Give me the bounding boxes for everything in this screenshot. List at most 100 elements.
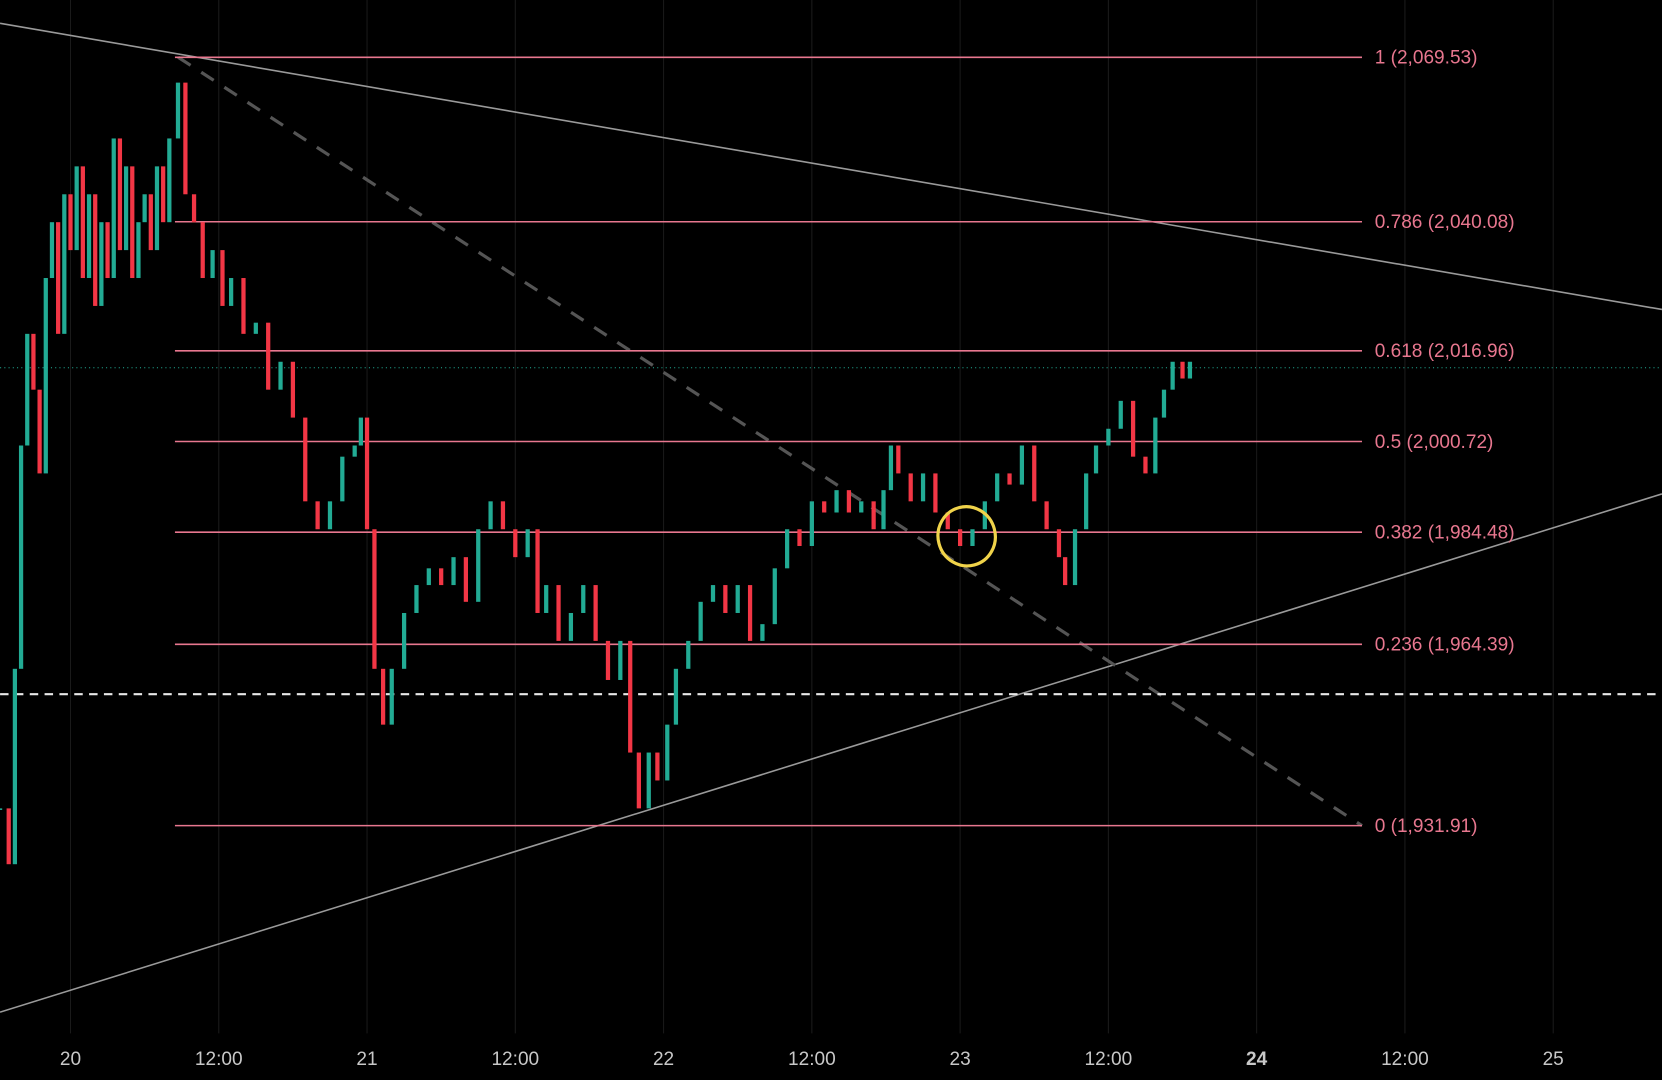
candle <box>380 668 386 725</box>
candle <box>500 501 506 530</box>
candle <box>111 138 116 279</box>
candle <box>303 417 308 502</box>
candle <box>372 529 377 669</box>
candle <box>229 278 234 306</box>
candle <box>1056 529 1062 558</box>
candle <box>1187 361 1193 379</box>
candle <box>859 501 864 513</box>
candle <box>31 333 36 390</box>
candle <box>1170 361 1175 390</box>
candle <box>797 529 802 546</box>
candle <box>6 808 11 865</box>
candle <box>1072 529 1078 586</box>
candle <box>161 166 166 223</box>
candle <box>888 445 894 491</box>
candle <box>93 194 98 306</box>
candle <box>56 222 61 334</box>
x-tick-label: 23 <box>950 1049 971 1070</box>
candle <box>970 529 975 546</box>
candle <box>74 166 79 251</box>
overlays <box>0 22 1662 1013</box>
fib-label: 0.382 (1,984.48) <box>1375 523 1515 544</box>
candle <box>1007 473 1012 485</box>
fib-label: 0 (1,931.91) <box>1375 816 1478 837</box>
candle <box>148 194 153 251</box>
candle <box>710 585 716 602</box>
x-tick-label: 22 <box>653 1049 674 1070</box>
candle <box>568 612 574 641</box>
candle <box>210 250 215 279</box>
candle <box>957 529 963 546</box>
candle <box>908 473 913 502</box>
candle <box>513 529 518 558</box>
trend-line <box>0 493 1662 1013</box>
candle <box>154 166 160 251</box>
candle <box>1093 445 1099 474</box>
x-tick-label: 24 <box>1246 1049 1268 1070</box>
x-tick-label: 12:00 <box>491 1049 539 1070</box>
x-tick-label: 21 <box>356 1049 377 1070</box>
candle <box>785 529 790 569</box>
candle <box>525 529 530 558</box>
candle <box>389 668 394 725</box>
fibonacci: 1 (2,069.53) 0.786 (2,040.08) 0.618 (2,016… <box>174 48 1515 837</box>
candle <box>834 490 839 513</box>
candle <box>253 322 258 334</box>
candle <box>18 445 24 669</box>
candle <box>463 557 469 602</box>
candle <box>1032 445 1037 502</box>
candle <box>933 473 938 513</box>
candle <box>1118 400 1123 429</box>
candle <box>62 194 67 334</box>
x-tick-label: 12:00 <box>1381 1049 1429 1070</box>
candle <box>278 361 283 390</box>
candle <box>49 222 55 279</box>
candle <box>735 585 740 613</box>
candle <box>451 557 456 586</box>
fib-label: 0.236 (1,964.39) <box>1375 635 1515 656</box>
candle <box>871 501 876 530</box>
candle <box>476 529 481 602</box>
x-axis: 20 12:00 21 12:00 22 12:00 23 12:00 24 12:00 25 <box>60 1049 1564 1070</box>
candle <box>655 752 660 781</box>
candle <box>130 166 135 279</box>
candle <box>358 417 363 446</box>
candle <box>556 585 561 641</box>
candle <box>426 568 431 586</box>
candle <box>105 222 110 279</box>
candle <box>488 501 493 530</box>
fib-label: 0.618 (2,016.96) <box>1375 341 1515 362</box>
candle <box>290 361 296 418</box>
candle <box>1153 417 1158 474</box>
candle <box>1019 445 1025 485</box>
candle <box>723 585 728 613</box>
candle <box>665 724 670 781</box>
candle <box>117 138 123 251</box>
candle <box>80 166 85 279</box>
candle <box>183 82 188 195</box>
x-tick-label: 25 <box>1543 1049 1564 1070</box>
candle <box>1143 456 1148 474</box>
candle <box>123 166 129 251</box>
candle <box>1063 557 1068 586</box>
candle <box>896 445 901 474</box>
dashed-trend <box>177 55 1363 827</box>
candle <box>12 668 18 865</box>
candle <box>401 612 407 669</box>
candle <box>175 82 181 139</box>
candle <box>698 601 703 641</box>
candle <box>43 278 48 474</box>
candle <box>673 668 679 725</box>
candle <box>167 138 172 223</box>
candle <box>1180 361 1185 379</box>
candle <box>191 194 197 223</box>
candle <box>747 585 753 641</box>
candle <box>220 250 225 306</box>
x-tick-label: 12:00 <box>1085 1049 1133 1070</box>
candle <box>439 568 444 586</box>
trend-line <box>0 22 1662 311</box>
candle <box>920 473 926 502</box>
candle <box>535 529 540 613</box>
